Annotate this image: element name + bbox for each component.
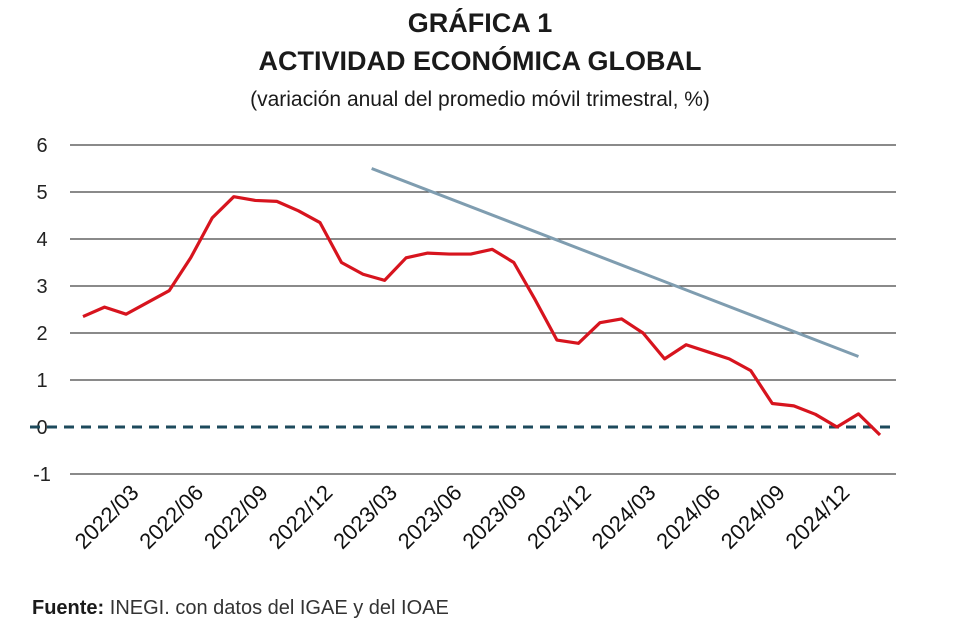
source-text: INEGI. con datos del IGAE y del IOAE: [109, 597, 449, 619]
x-tick-label: 2023/09: [457, 480, 531, 554]
source-label: Fuente:: [32, 597, 105, 619]
x-tick-label: 2024/12: [781, 480, 855, 554]
x-tick-label: 2023/03: [328, 480, 402, 554]
trend-line: [371, 167, 859, 358]
chart-subtitle: (variación anual del promedio móvil trim…: [250, 88, 710, 111]
y-tick-label: 6: [36, 135, 47, 157]
y-tick-label: -1: [33, 464, 51, 486]
x-tick-label: 2024/09: [716, 480, 790, 554]
x-tick-label: 2022/06: [134, 480, 208, 554]
y-tick-label: 1: [36, 370, 47, 392]
x-tick-label: 2024/06: [651, 480, 725, 554]
x-tick-label: 2022/12: [264, 480, 338, 554]
chart-title-line2: ACTIVIDAD ECONÓMICA GLOBAL: [258, 46, 702, 76]
y-tick-label: 2: [36, 323, 47, 345]
x-tick-label: 2022/09: [199, 480, 273, 554]
source-note: Fuente: INEGI. con datos del IGAE y del …: [32, 597, 449, 620]
x-tick-label: 2022/03: [70, 480, 144, 554]
chart-title-line1: GRÁFICA 1: [407, 8, 553, 38]
x-tick-label: 2024/03: [587, 480, 661, 554]
y-tick-label: 3: [36, 276, 47, 298]
activity-series-line: [82, 195, 882, 437]
y-tick-label: 5: [36, 182, 47, 204]
y-tick-label: 0: [36, 417, 47, 439]
x-tick-label: 2023/12: [522, 480, 596, 554]
y-tick-label: 4: [36, 229, 47, 251]
x-tick-label: 2023/06: [393, 480, 467, 554]
